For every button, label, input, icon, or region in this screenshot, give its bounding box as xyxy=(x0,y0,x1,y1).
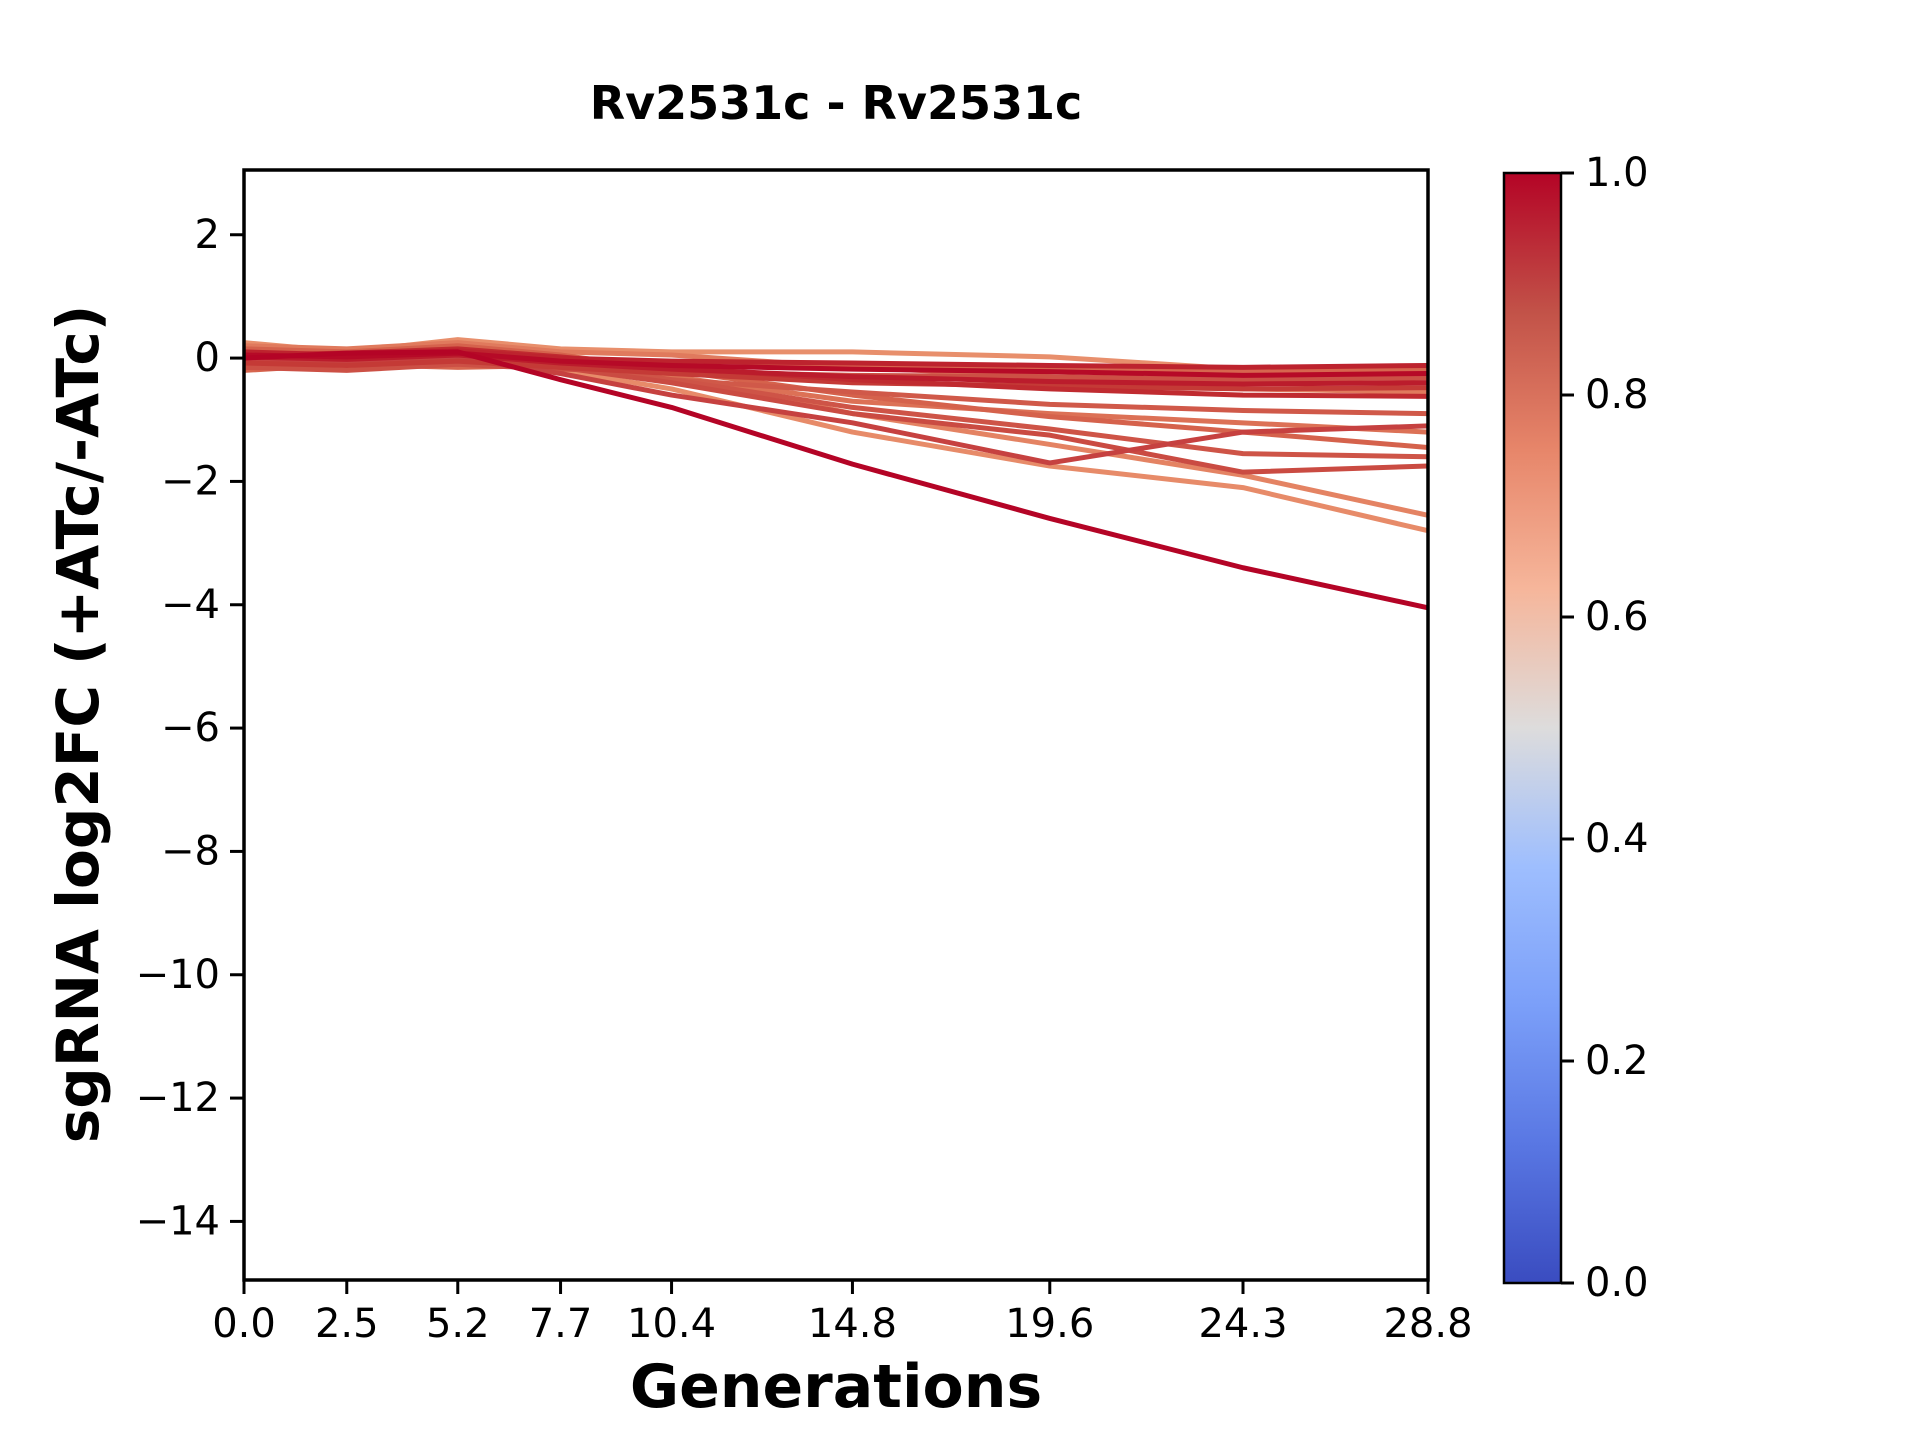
series-line xyxy=(244,349,1428,611)
colorbar-tick-label: 0.4 xyxy=(1585,816,1649,862)
y-tick-label: −8 xyxy=(161,828,220,874)
y-tick-label: −10 xyxy=(136,952,220,998)
y-tick-label: 0 xyxy=(195,335,220,381)
x-tick-label: 5.2 xyxy=(426,1301,490,1347)
x-tick-label: 28.8 xyxy=(1383,1301,1472,1347)
y-tick-label: −14 xyxy=(136,1198,220,1244)
colorbar-tick-label: 0.6 xyxy=(1585,594,1649,640)
y-tick-label: −12 xyxy=(136,1075,220,1121)
series-group xyxy=(244,337,1428,611)
series-line xyxy=(244,350,1428,378)
plot-area-border xyxy=(242,168,1430,1282)
y-tick-label: 2 xyxy=(195,212,220,258)
x-axis-label: Generations xyxy=(629,1352,1043,1422)
x-tick-label: 7.7 xyxy=(529,1301,593,1347)
series-line xyxy=(244,358,1428,392)
x-tick-label: 10.4 xyxy=(627,1301,716,1347)
x-tick-label: 2.5 xyxy=(315,1301,379,1347)
colorbar-tick-label: 0.0 xyxy=(1585,1260,1649,1306)
colorbar xyxy=(1502,171,1563,1285)
colorbar-tick-label: 0.2 xyxy=(1585,1038,1649,1084)
x-tick-label: 24.3 xyxy=(1198,1301,1287,1347)
x-tick-label: 0.0 xyxy=(212,1301,276,1347)
y-tick-label: −2 xyxy=(161,458,220,504)
colorbar-tick-label: 0.8 xyxy=(1585,372,1649,418)
x-tick-label: 19.6 xyxy=(1005,1301,1094,1347)
y-tick-label: −4 xyxy=(161,582,220,628)
chart-title: Rv2531c - Rv2531c xyxy=(589,76,1083,130)
colorbar-tick-label: 1.0 xyxy=(1585,150,1649,196)
x-tick-label: 14.8 xyxy=(808,1301,897,1347)
y-tick-label: −6 xyxy=(161,705,220,751)
